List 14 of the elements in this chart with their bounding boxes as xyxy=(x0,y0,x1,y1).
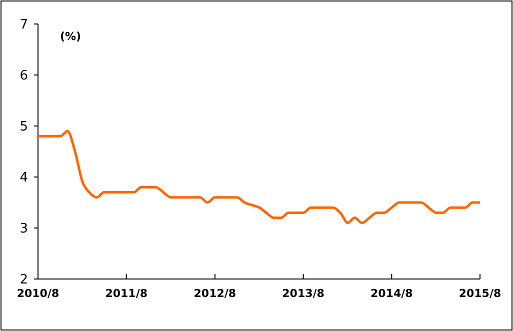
y-tick-label: 3 xyxy=(20,222,28,237)
x-tick-label: 2011/8 xyxy=(105,287,148,300)
y-tick-label: 6 xyxy=(20,68,28,84)
y-tick-label: 4 xyxy=(20,170,28,186)
x-tick-label: 2014/8 xyxy=(370,287,413,300)
y-axis-title: (%) xyxy=(60,30,82,43)
x-tick-label: 2015/8 xyxy=(458,287,502,300)
y-tick-label: 5 xyxy=(20,120,28,135)
x-tick-label: 2013/8 xyxy=(282,287,324,300)
line-series xyxy=(36,130,482,224)
y-tick-label: 7 xyxy=(20,18,28,33)
x-tick-label: 2010/8 xyxy=(16,287,60,300)
x-tick-label: 2012/8 xyxy=(194,287,236,300)
y-tick-label: 2 xyxy=(20,272,28,288)
